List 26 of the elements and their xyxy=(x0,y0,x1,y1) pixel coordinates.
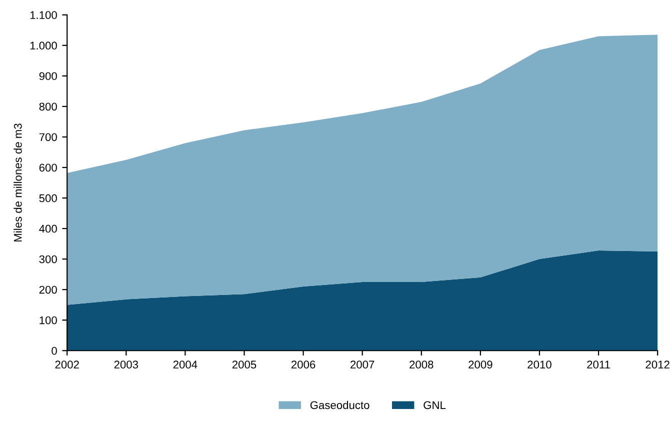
x-tick-label: 2005 xyxy=(232,360,256,369)
x-tick-label: 2004 xyxy=(173,360,198,369)
x-tick-label: 2010 xyxy=(528,360,552,369)
y-tick-label: 1.100 xyxy=(30,11,57,20)
x-tick-label: 2002 xyxy=(55,360,79,369)
y-tick-label: 600 xyxy=(39,164,57,172)
y-tick-label: 200 xyxy=(39,286,57,294)
y-tick-label: 100 xyxy=(40,316,57,324)
y-tick-label: 800 xyxy=(39,102,57,111)
x-tick-label: 2008 xyxy=(410,360,434,369)
y-tick-label: 900 xyxy=(39,72,57,80)
y-tick-label: 0 xyxy=(52,346,57,355)
x-tick-label: 2009 xyxy=(468,360,492,369)
y-tick-label: 500 xyxy=(39,194,57,202)
y-tick-label: 300 xyxy=(39,255,57,264)
x-tick-label: 2007 xyxy=(350,360,374,369)
x-tick-label: 2006 xyxy=(291,360,316,369)
legend-label: GNL xyxy=(424,401,446,410)
y-tick-label: 700 xyxy=(39,133,57,142)
x-tick-label: 2003 xyxy=(114,360,138,369)
legend-label: Gaseoducto xyxy=(310,400,370,410)
x-tick-label: 2012 xyxy=(646,360,670,369)
y-tick-label: 400 xyxy=(39,224,57,233)
x-tick-label: 2011 xyxy=(587,360,610,369)
y-axis-title: Miles de millones de m3 xyxy=(14,124,22,242)
y-tick-label: 1.000 xyxy=(30,42,57,50)
